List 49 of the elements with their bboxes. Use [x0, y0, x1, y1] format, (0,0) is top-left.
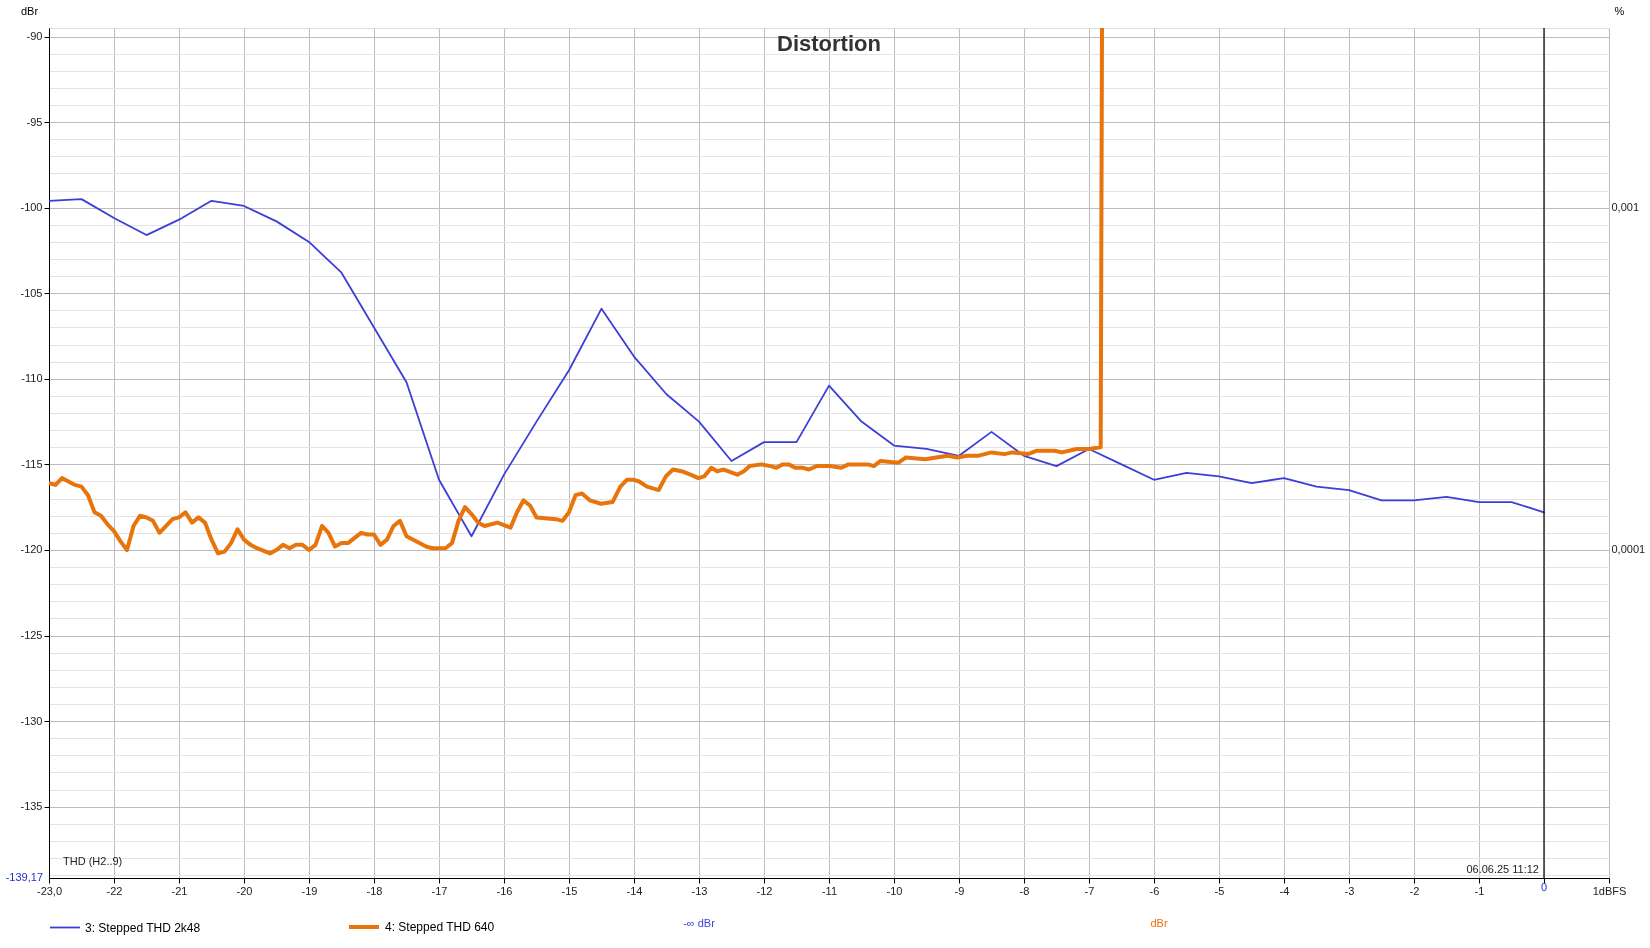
annotation: 06.06.25 11:12	[1466, 863, 1539, 875]
legend-label: 3: Stepped THD 2k48	[85, 920, 201, 935]
y2-tick-label: 0,001	[1611, 201, 1640, 214]
x-tick-label: -5	[1214, 884, 1225, 897]
x-tick-label: -3	[1344, 884, 1355, 897]
text: dBr	[1150, 917, 1168, 929]
y-tick-label: -100	[20, 201, 43, 214]
ref-line-label: 0	[1540, 881, 1548, 893]
x-tick-label: -23,0	[36, 884, 63, 897]
x-tick-label: -7	[1084, 884, 1095, 897]
x-tick-label: -13	[691, 884, 708, 897]
annotation: THD (H2..9)	[63, 855, 123, 867]
x-tick-label: -21	[171, 884, 188, 897]
line-series	[49, 198, 1545, 538]
x-tick-label: -18	[366, 884, 383, 897]
x-tick-label: -22	[106, 884, 123, 897]
x-tick-label: -10	[886, 884, 903, 897]
y-tick-label: -120	[20, 543, 43, 556]
x-tick-label: -2	[1409, 884, 1420, 897]
y2-axis-title: %	[1614, 4, 1625, 17]
y-axis-title: dBr	[20, 4, 39, 17]
x-tick-label: -14	[626, 884, 643, 897]
x-tick-label: -1	[1474, 884, 1485, 897]
line-series	[49, 28, 1104, 556]
x-tick-label: -15	[561, 884, 578, 897]
x-tick-label: -19	[301, 884, 318, 897]
text: -∞ dBr	[683, 917, 716, 929]
y-tick-label: -105	[20, 286, 43, 299]
y-tick-label: -135	[20, 800, 43, 813]
x-tick-label: -9	[954, 884, 965, 897]
x-tick-label: -6	[1149, 884, 1160, 897]
legend-label: 4: Stepped THD 640	[385, 920, 495, 934]
text: -139,17	[5, 871, 43, 883]
y2-tick-label: 0,0001	[1611, 543, 1646, 556]
y-tick-label: -125	[20, 629, 43, 642]
x-tick-label: -12	[756, 884, 773, 897]
chart-title: Distortion	[777, 31, 881, 56]
x-tick-label: -4	[1279, 884, 1290, 897]
x-tick-label: -17	[431, 884, 448, 897]
x-tick-label: -20	[236, 884, 253, 897]
y-tick-label: -115	[21, 457, 43, 470]
x-tick-label: -8	[1019, 884, 1030, 897]
y-tick-label: -130	[20, 714, 43, 727]
x-tick-label: -11	[821, 884, 838, 897]
x-tick-label: 1dBFS	[1592, 884, 1627, 897]
x-tick-label: -16	[496, 884, 513, 897]
y-tick-label: -90	[26, 30, 43, 43]
y-tick-label: -110	[21, 372, 43, 385]
y-tick-label: -95	[26, 115, 43, 128]
